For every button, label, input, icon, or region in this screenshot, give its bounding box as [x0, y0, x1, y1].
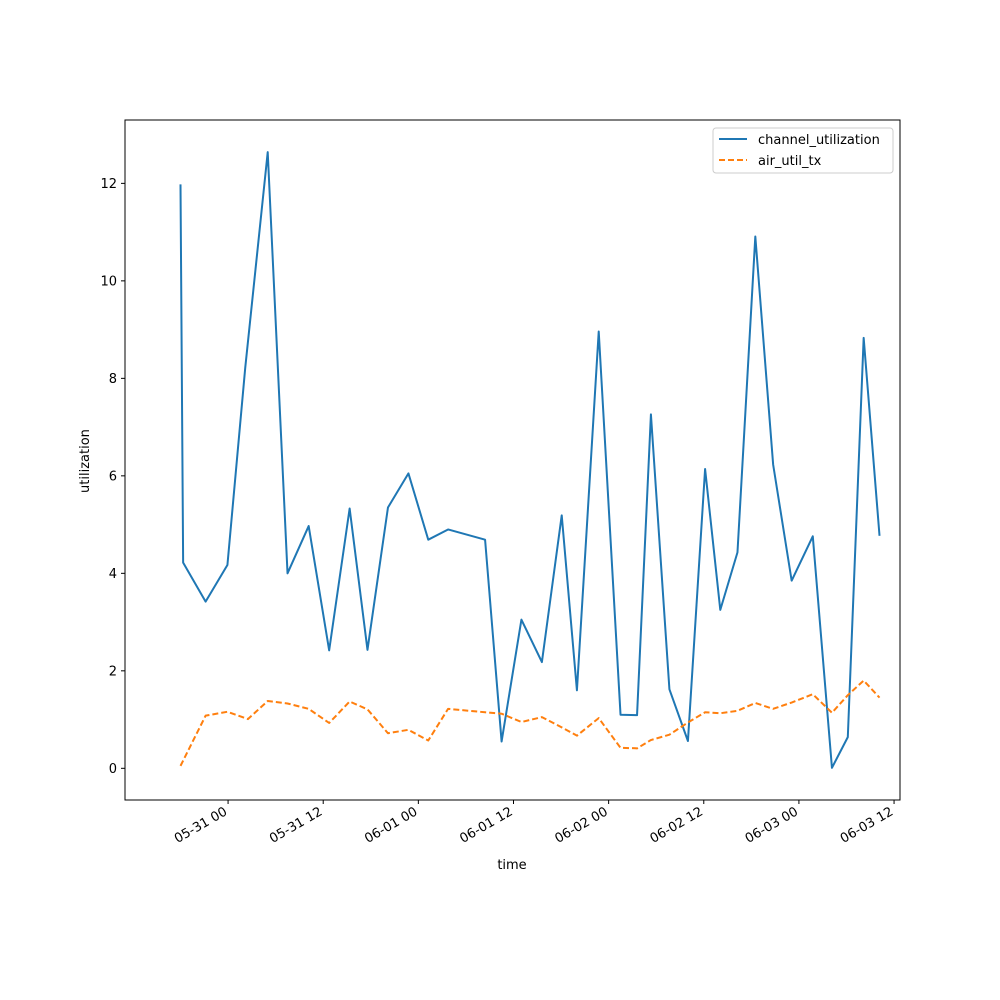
x-tick-label: 06-01 12: [457, 804, 515, 846]
x-axis-label: time: [497, 858, 526, 873]
x-tick-label: 06-01 00: [362, 804, 420, 846]
y-tick-label: 8: [109, 372, 117, 387]
y-tick-label: 4: [109, 567, 117, 582]
series-layer: [179, 151, 881, 769]
x-tick-label: 05-31 12: [267, 804, 325, 846]
legend-frame: [712, 127, 894, 174]
x-tick-label: 06-02 12: [648, 804, 706, 846]
y-axis-label: utilization: [78, 429, 93, 493]
y-tick-label: 2: [109, 664, 117, 679]
plot-frame: [124, 119, 901, 801]
y-tick-label: 6: [109, 469, 117, 484]
x-tick-label: 06-03 12: [838, 804, 896, 846]
y-axis-ticks: 0 2 4 6 8 10 12: [100, 177, 125, 777]
legend-label-channel-utilization: channel_utilization: [758, 133, 880, 148]
series-line-channel-utilization: [179, 151, 881, 769]
legend-label-air-util-tx: air_util_tx: [758, 154, 822, 169]
y-tick-label: 12: [100, 177, 117, 192]
y-tick-label: 0: [109, 762, 117, 777]
x-tick-label: 05-31 00: [172, 804, 230, 846]
series-line-air-util-tx: [179, 679, 881, 767]
y-tick-label: 10: [100, 274, 117, 289]
x-axis-ticks: 05-31 00 05-31 12 06-01 00 06-01 12 06-02 00…: [172, 800, 896, 847]
legend: channel_utilization air_util_tx: [712, 127, 894, 174]
x-tick-label: 06-03 00: [743, 804, 801, 846]
x-tick-label: 06-02 00: [553, 804, 611, 846]
